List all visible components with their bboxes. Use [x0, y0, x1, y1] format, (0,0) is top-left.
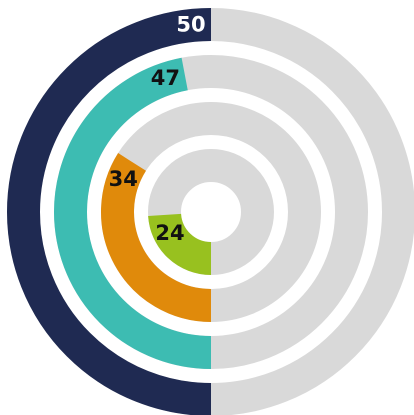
value-label: 50 [176, 13, 205, 37]
ring-bar [148, 212, 212, 275]
value-label: 47 [151, 66, 180, 90]
ring-bar [7, 8, 212, 415]
value-label: 24 [155, 221, 184, 245]
ring-bar [101, 153, 212, 322]
ring-bar [54, 57, 212, 369]
value-label: 34 [109, 167, 138, 191]
